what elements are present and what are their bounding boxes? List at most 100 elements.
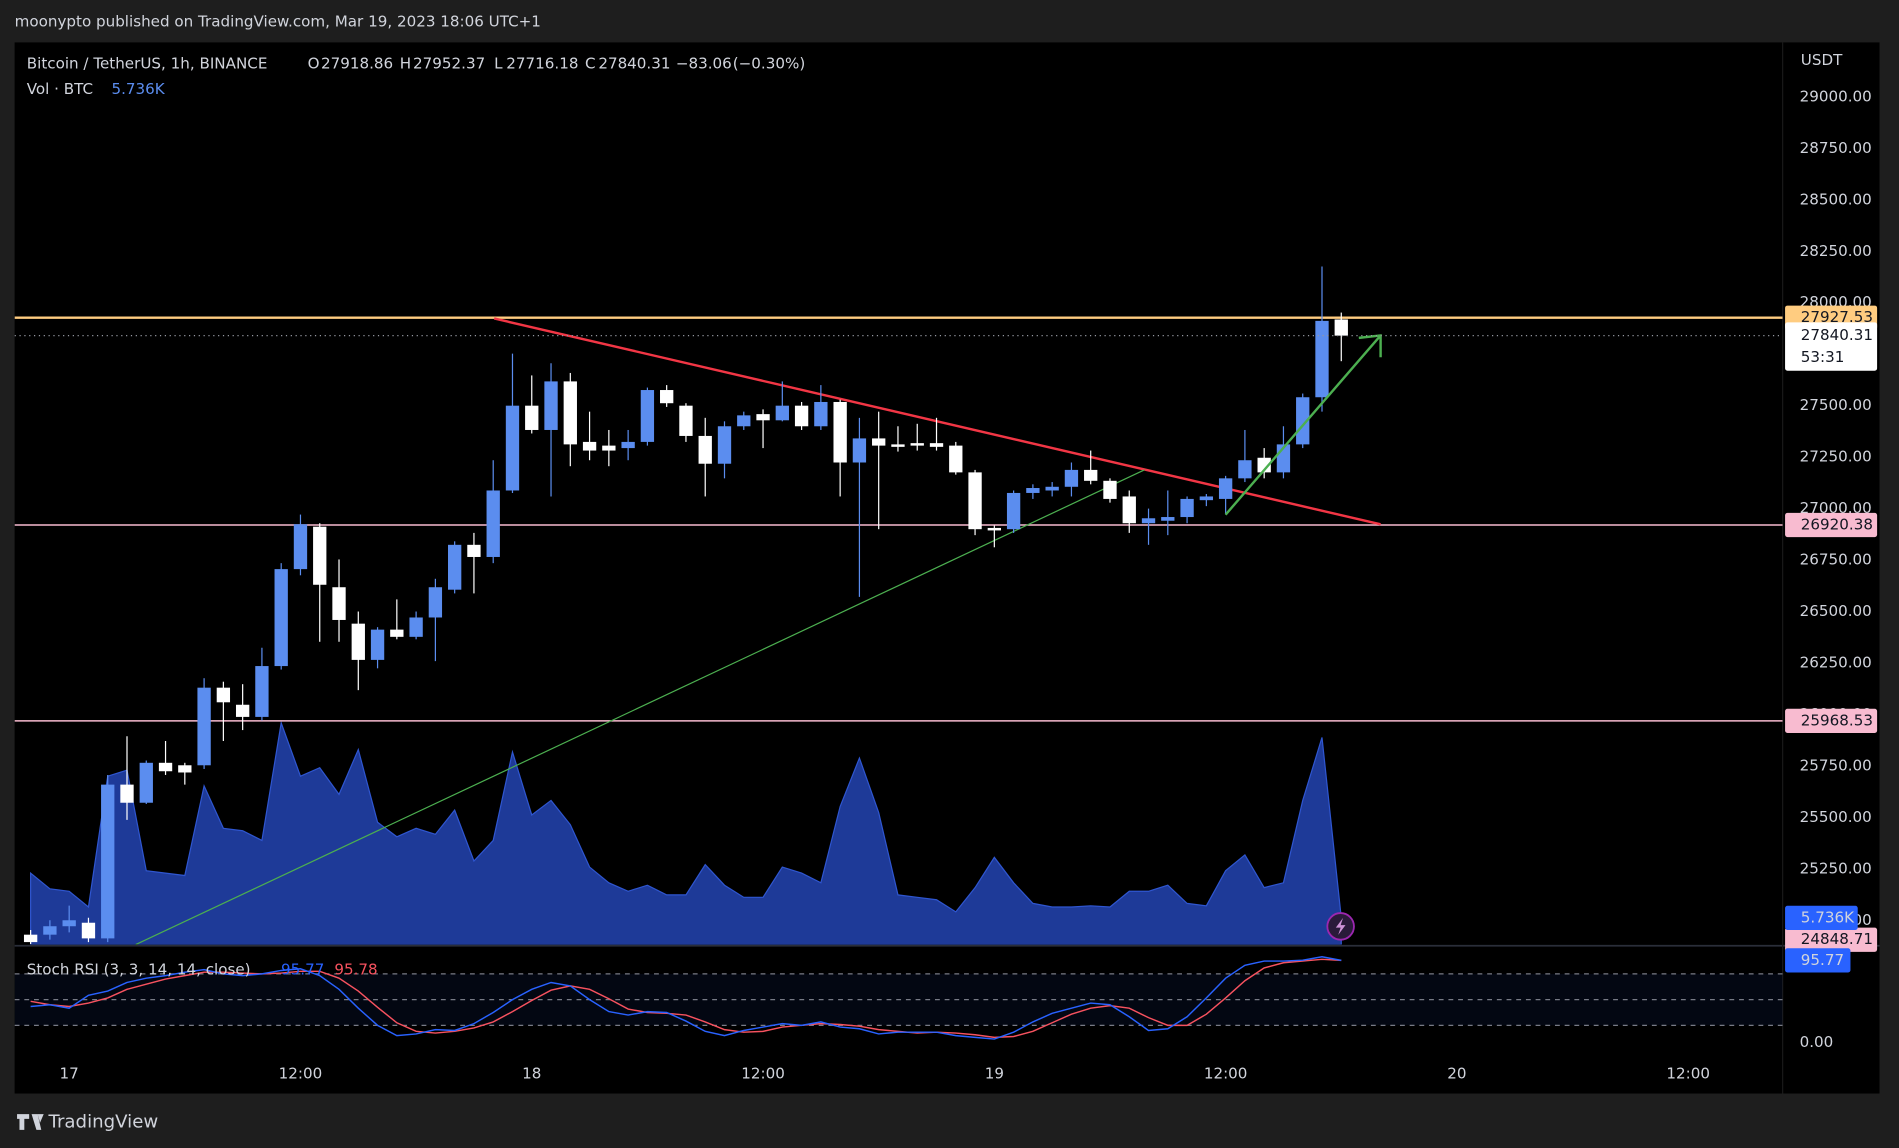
candle-body <box>1238 460 1252 479</box>
candle-body <box>1180 498 1194 518</box>
candle-body <box>1218 478 1233 499</box>
y-tick-label: 25750.00 <box>1800 756 1872 774</box>
candle-body <box>1045 486 1059 491</box>
x-tick-label: 12:00 <box>1666 1065 1710 1083</box>
candle-body <box>370 629 385 660</box>
candle-body <box>814 401 828 427</box>
candle-body <box>1334 319 1348 336</box>
stoch-tick-label: 0.00 <box>1800 1033 1834 1051</box>
candle-body <box>717 426 732 464</box>
y-tick-label: 27250.00 <box>1800 448 1872 466</box>
candle-body <box>1257 457 1271 473</box>
y-tick-label: 25250.00 <box>1800 859 1872 877</box>
y-axis-label: USDT <box>1801 51 1843 69</box>
candle-body <box>235 704 250 717</box>
candle-body <box>274 569 288 667</box>
logo <box>17 1114 44 1130</box>
level-tag-text: 24848.71 <box>1801 930 1873 948</box>
volume-name: Vol · BTC <box>27 80 93 98</box>
ohlc-value: 27952.37 <box>413 55 485 73</box>
ohlc-letter: H <box>400 55 411 73</box>
candle-body <box>1141 518 1156 524</box>
x-tick-label: 12:00 <box>741 1065 785 1083</box>
levels-layer <box>14 316 1783 722</box>
level-tag-text: 27927.53 <box>1801 308 1873 326</box>
x-tick-label: 12:00 <box>1204 1065 1248 1083</box>
candle-body <box>929 443 944 447</box>
candle-body <box>987 527 1001 531</box>
candle-body <box>621 441 635 449</box>
candle-body <box>101 784 115 939</box>
candle-body <box>486 490 500 557</box>
level-tag-text: 26920.38 <box>1801 515 1873 533</box>
candle-body <box>255 666 269 717</box>
y-tick-label: 28750.00 <box>1800 139 1872 157</box>
y-tick-label: 29000.00 <box>1800 87 1872 105</box>
candle-body <box>216 687 231 703</box>
volume-tag-text: 5.736K <box>1801 908 1855 926</box>
stoch-d-line <box>30 958 1342 1039</box>
volume-value: 5.736K <box>112 80 166 98</box>
candle-body <box>1006 492 1021 530</box>
candle-body <box>756 414 770 421</box>
x-tick-label: 18 <box>522 1065 541 1083</box>
ohlc-letter: O <box>308 55 320 73</box>
ohlc-value: 27840.31 <box>598 55 670 73</box>
candle-body <box>833 401 847 463</box>
stoch-pane <box>14 956 1783 1040</box>
candle-body <box>409 617 423 637</box>
candle-body <box>43 926 57 935</box>
candle-body <box>852 438 867 463</box>
volume-layer <box>30 720 1342 945</box>
candle-body <box>794 405 809 427</box>
candle-body <box>1084 469 1098 481</box>
candle-body <box>1199 496 1214 501</box>
candle-body <box>679 405 693 436</box>
last-price-tag <box>1785 322 1878 371</box>
candle-body <box>1315 320 1329 398</box>
x-tick-label: 17 <box>60 1065 79 1083</box>
change: −83.06 <box>676 55 732 73</box>
trend-line <box>493 317 1381 526</box>
candle-body <box>891 444 905 447</box>
candle-body <box>390 629 404 637</box>
stoch-d-value: 95.78 <box>334 960 377 978</box>
candle-body <box>197 687 211 766</box>
level-tag <box>1785 512 1878 538</box>
candle-body <box>1161 517 1175 521</box>
publisher: moonypto published on TradingView.com, M… <box>15 12 541 30</box>
candle-body <box>447 544 462 590</box>
candle-body <box>563 381 577 445</box>
candle-body <box>313 526 327 585</box>
volume-tag <box>1785 905 1858 930</box>
y-tick-label: 25500.00 <box>1800 808 1872 826</box>
level-tag-text: 25968.53 <box>1801 711 1873 729</box>
ohlc-letter: L <box>494 55 503 73</box>
stoch-tag-text: 95.77 <box>1801 951 1844 969</box>
candle-body <box>505 405 520 491</box>
candle-body <box>910 443 924 446</box>
x-tick-label: 20 <box>1447 1065 1466 1083</box>
candle-body <box>178 765 192 773</box>
candle-body <box>775 405 789 421</box>
change-pct: (−0.30%) <box>733 55 806 73</box>
candle-body <box>602 445 616 451</box>
stoch-k-line <box>30 956 1342 1040</box>
candle-body <box>293 524 308 570</box>
candle-body <box>968 472 982 530</box>
alert-icon-bolt <box>1335 917 1346 935</box>
candle-body <box>467 544 481 557</box>
trend-line <box>135 469 1145 945</box>
candle-body <box>62 920 76 927</box>
candle-body <box>525 405 539 430</box>
candle-body <box>872 438 886 446</box>
candle-body <box>1122 496 1136 524</box>
x-tick-label: 19 <box>985 1065 1004 1083</box>
legend: Bitcoin / TetherUS, 1h, BINANCE O 27918.… <box>27 51 1843 978</box>
candle-body <box>120 784 134 803</box>
stoch-tag <box>1785 948 1851 973</box>
ohlc-letter: C <box>585 55 596 73</box>
symbol-title: Bitcoin / TetherUS, 1h, BINANCE <box>27 55 268 73</box>
candle-body <box>1064 469 1079 487</box>
